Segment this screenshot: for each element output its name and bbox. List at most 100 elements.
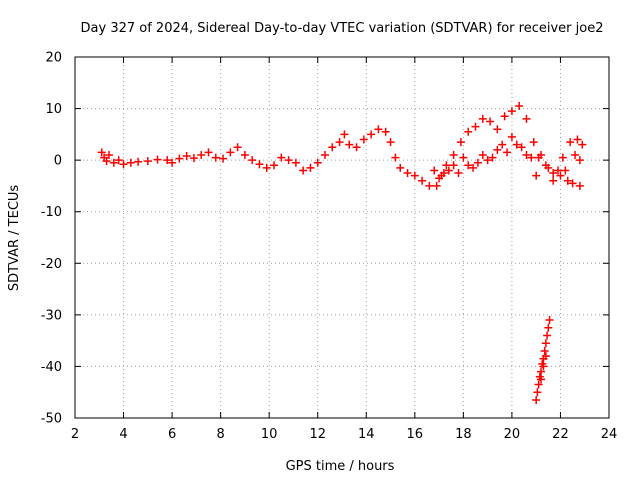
data-point [449, 150, 458, 159]
x-tick-label: 6 [168, 427, 176, 442]
y-tick-label: -40 [41, 360, 62, 375]
x-tick-label: 18 [455, 427, 472, 442]
data-point [153, 155, 162, 164]
data-point [444, 166, 453, 175]
data-point [109, 158, 118, 167]
y-tick-label: 20 [45, 51, 62, 66]
data-point [442, 161, 451, 170]
data-point [425, 181, 434, 190]
data-point [104, 150, 113, 159]
data-point [512, 140, 521, 149]
data-point [321, 150, 330, 159]
data-point [503, 148, 512, 157]
plot-frame [74, 56, 610, 419]
data-point [335, 138, 344, 147]
data-point [483, 156, 492, 165]
data-point [573, 135, 582, 144]
data-point [554, 166, 563, 175]
data-point [578, 140, 587, 149]
data-point [277, 153, 286, 162]
data-point [240, 150, 249, 159]
data-point [204, 148, 213, 157]
data-point [340, 130, 349, 139]
data-point [561, 166, 570, 175]
data-point [248, 156, 257, 165]
data-point [175, 154, 184, 163]
data-point [473, 158, 482, 167]
data-point [374, 125, 383, 134]
data-point [163, 156, 172, 165]
data-point [182, 152, 191, 161]
data-point [464, 127, 473, 136]
x-tick-label: 16 [407, 427, 424, 442]
data-point [454, 169, 463, 178]
data-point [533, 388, 542, 397]
data-point [486, 117, 495, 126]
x-tick-label: 8 [216, 427, 224, 442]
data-point [498, 140, 507, 149]
x-tick-label: 24 [601, 427, 618, 442]
data-point [556, 171, 565, 180]
data-point [575, 156, 584, 165]
x-tick-label: 4 [119, 427, 127, 442]
y-tick-label: -50 [41, 412, 62, 427]
data-point [386, 138, 395, 147]
data-point [313, 158, 322, 167]
data-point [449, 161, 458, 170]
x-axis-label: GPS time / hours [286, 459, 395, 474]
grid [75, 57, 609, 418]
data-point [284, 156, 293, 165]
data-point [568, 179, 577, 188]
data-point [478, 114, 487, 123]
data-point [478, 150, 487, 159]
data-point [515, 101, 524, 110]
y-axis-label: SDTVAR / TECUs [7, 185, 22, 292]
data-point [233, 143, 242, 152]
data-point [410, 171, 419, 180]
data-point [396, 163, 405, 172]
data-point [527, 153, 536, 162]
data-point [219, 154, 228, 163]
data-point [381, 127, 390, 136]
data-point [543, 331, 552, 340]
data-point [493, 145, 502, 154]
data-point [549, 169, 558, 178]
data-point [575, 181, 584, 190]
data-point [114, 156, 123, 165]
data-point [544, 163, 553, 172]
data-point [459, 153, 468, 162]
data-point [507, 132, 516, 141]
data-point [134, 157, 143, 166]
x-tick-label: 20 [504, 427, 521, 442]
data-point [522, 114, 531, 123]
data-point [270, 161, 279, 170]
data-point [255, 160, 264, 169]
data-point [432, 181, 441, 190]
data-point [563, 176, 572, 185]
y-tick-label: -20 [41, 257, 62, 272]
data-point [522, 150, 531, 159]
data-point [500, 112, 509, 121]
data-point [540, 346, 549, 355]
data-point [539, 362, 548, 371]
data-point [537, 367, 546, 376]
data-point [549, 176, 558, 185]
data-point [507, 107, 516, 116]
y-tick-label: -30 [41, 308, 62, 323]
data-point [189, 154, 198, 163]
data-point [391, 153, 400, 162]
data-point [537, 150, 546, 159]
data-point [367, 130, 376, 139]
data-point [226, 148, 235, 157]
data-point [299, 166, 308, 175]
data-point [352, 143, 361, 152]
data-point [566, 138, 575, 147]
data-point [168, 158, 177, 167]
data-point [534, 380, 543, 389]
data-point [211, 153, 220, 162]
data-point [544, 323, 553, 332]
chart-title: Day 327 of 2024, Sidereal Day-to-day VTE… [81, 21, 604, 36]
x-tick-label: 14 [358, 427, 375, 442]
data-point [197, 150, 206, 159]
